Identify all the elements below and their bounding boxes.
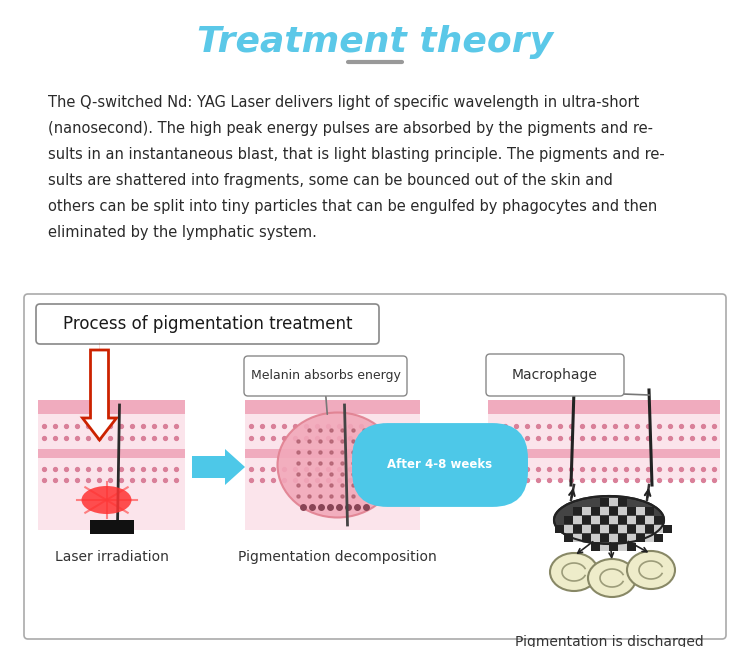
Bar — [645, 507, 653, 515]
Bar — [645, 525, 653, 533]
Text: The Q-switched Nd: YAG Laser delivers light of specific wavelength in ultra-shor: The Q-switched Nd: YAG Laser delivers li… — [48, 95, 639, 110]
Bar — [582, 525, 590, 533]
Bar — [591, 534, 599, 542]
FancyArrow shape — [82, 350, 116, 440]
Text: Treatment theory: Treatment theory — [197, 25, 553, 59]
Bar — [38, 400, 185, 530]
Bar — [636, 516, 644, 524]
Text: Pigmentation is discharged: Pigmentation is discharged — [514, 635, 703, 647]
Bar — [89, 520, 134, 534]
Bar — [627, 516, 635, 524]
Bar — [591, 542, 599, 551]
Bar — [627, 534, 635, 542]
Bar — [600, 507, 608, 515]
Text: Macrophage: Macrophage — [512, 368, 598, 382]
FancyBboxPatch shape — [486, 354, 624, 396]
Ellipse shape — [554, 496, 664, 544]
Bar — [618, 542, 626, 551]
Bar — [609, 525, 617, 533]
Bar — [600, 534, 608, 542]
Bar — [555, 525, 563, 533]
Bar — [654, 525, 662, 533]
Bar — [654, 516, 662, 524]
Ellipse shape — [588, 559, 636, 597]
Bar — [564, 516, 572, 524]
Bar — [636, 525, 644, 533]
Bar — [38, 449, 185, 458]
Bar — [600, 498, 608, 506]
Bar — [564, 534, 572, 542]
Bar — [582, 507, 590, 515]
Bar — [591, 516, 599, 524]
Bar — [618, 498, 626, 506]
Bar — [591, 525, 599, 533]
Bar — [245, 400, 420, 530]
Bar — [488, 400, 720, 480]
Bar — [573, 525, 581, 533]
Bar — [600, 525, 608, 533]
Text: (nanosecond). The high peak energy pulses are absorbed by the pigments and re-: (nanosecond). The high peak energy pulse… — [48, 121, 653, 136]
Ellipse shape — [82, 486, 131, 514]
Bar — [627, 507, 635, 515]
Bar — [600, 542, 608, 551]
Bar — [245, 400, 420, 414]
FancyArrow shape — [192, 449, 245, 485]
Bar — [627, 525, 635, 533]
Text: sults in an instantaneous blast, that is light blasting principle. The pigments : sults in an instantaneous blast, that is… — [48, 147, 664, 162]
Text: others can be split into tiny particles that can be engulfed by phagocytes and t: others can be split into tiny particles … — [48, 199, 657, 214]
Ellipse shape — [627, 551, 675, 589]
Bar — [591, 507, 599, 515]
Text: Laser irradiation: Laser irradiation — [55, 550, 169, 564]
Bar — [663, 525, 671, 533]
Bar — [654, 534, 662, 542]
Bar — [488, 449, 720, 458]
Text: Melanin absorbs energy: Melanin absorbs energy — [251, 369, 400, 382]
Bar — [573, 516, 581, 524]
Bar — [609, 498, 617, 506]
Bar — [582, 516, 590, 524]
Bar — [245, 449, 420, 458]
Bar — [564, 525, 572, 533]
Bar — [627, 542, 635, 551]
Bar — [488, 400, 720, 414]
Text: After 4-8 weeks: After 4-8 weeks — [388, 459, 493, 472]
Bar — [618, 516, 626, 524]
FancyArrow shape — [425, 449, 485, 485]
Text: Pigmentation decomposition: Pigmentation decomposition — [238, 550, 436, 564]
Bar — [645, 516, 653, 524]
Bar — [609, 542, 617, 551]
Bar — [600, 516, 608, 524]
Bar — [636, 507, 644, 515]
Bar — [609, 534, 617, 542]
Text: Process of pigmentation treatment: Process of pigmentation treatment — [63, 315, 352, 333]
Bar — [618, 525, 626, 533]
Bar — [618, 534, 626, 542]
Bar — [618, 507, 626, 515]
Bar — [582, 534, 590, 542]
Ellipse shape — [278, 413, 398, 518]
Bar — [609, 507, 617, 515]
Bar — [645, 534, 653, 542]
Bar — [609, 516, 617, 524]
Text: eliminated by the lymphatic system.: eliminated by the lymphatic system. — [48, 225, 316, 240]
Bar — [636, 534, 644, 542]
Ellipse shape — [550, 553, 598, 591]
Bar — [573, 534, 581, 542]
Bar — [573, 507, 581, 515]
FancyBboxPatch shape — [36, 304, 379, 344]
Text: sults are shattered into fragments, some can be bounced out of the skin and: sults are shattered into fragments, some… — [48, 173, 613, 188]
Bar — [38, 400, 185, 414]
FancyBboxPatch shape — [244, 356, 407, 396]
FancyBboxPatch shape — [24, 294, 726, 639]
